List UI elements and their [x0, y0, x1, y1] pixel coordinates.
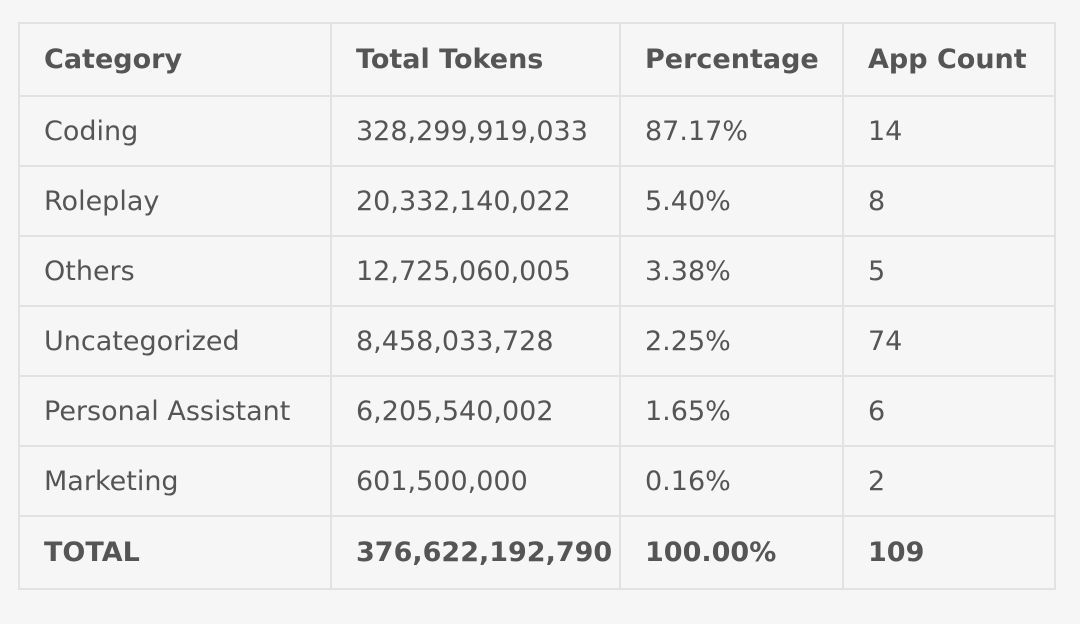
total-tokens-cell: 20,332,140,022	[330, 165, 621, 237]
app-count-cell: 74	[842, 305, 1056, 377]
total-tokens-cell: 12,725,060,005	[330, 235, 621, 307]
total-tokens-cell: 328,299,919,033	[330, 95, 621, 167]
percentage-cell: 0.16%	[619, 445, 844, 517]
header-percentage: Percentage	[619, 22, 844, 97]
category-cell: Others	[18, 235, 332, 307]
app-count-cell: 2	[842, 445, 1056, 517]
app-count-cell: 6	[842, 375, 1056, 447]
table-row: Others 12,725,060,005 3.38% 5	[18, 235, 1056, 307]
header-row: Category Total Tokens Percentage App Cou…	[18, 22, 1056, 97]
percentage-cell: 1.65%	[619, 375, 844, 447]
total-tokens-cell: 8,458,033,728	[330, 305, 621, 377]
table-row: Roleplay 20,332,140,022 5.40% 8	[18, 165, 1056, 237]
percentage-cell: 3.38%	[619, 235, 844, 307]
category-cell: Roleplay	[18, 165, 332, 237]
category-cell: Personal Assistant	[18, 375, 332, 447]
table-row: Uncategorized 8,458,033,728 2.25% 74	[18, 305, 1056, 377]
app-count-cell: 14	[842, 95, 1056, 167]
category-cell: Coding	[18, 95, 332, 167]
app-count-cell: 5	[842, 235, 1056, 307]
header-app-count: App Count	[842, 22, 1056, 97]
total-tokens-cell: 6,205,540,002	[330, 375, 621, 447]
token-usage-table: Category Total Tokens Percentage App Cou…	[18, 22, 1056, 590]
table-row: Marketing 601,500,000 0.16% 2	[18, 445, 1056, 517]
total-app-count-cell: 109	[842, 515, 1056, 590]
percentage-cell: 87.17%	[619, 95, 844, 167]
total-tokens-sum-cell: 376,622,192,790	[330, 515, 621, 590]
table-row: Coding 328,299,919,033 87.17% 14	[18, 95, 1056, 167]
category-cell: Marketing	[18, 445, 332, 517]
total-tokens-cell: 601,500,000	[330, 445, 621, 517]
percentage-cell: 2.25%	[619, 305, 844, 377]
table-row: Personal Assistant 6,205,540,002 1.65% 6	[18, 375, 1056, 447]
token-usage-table-container: Category Total Tokens Percentage App Cou…	[18, 22, 1056, 590]
total-row: TOTAL 376,622,192,790 100.00% 109	[18, 515, 1056, 590]
total-percentage-cell: 100.00%	[619, 515, 844, 590]
app-count-cell: 8	[842, 165, 1056, 237]
header-total-tokens: Total Tokens	[330, 22, 621, 97]
percentage-cell: 5.40%	[619, 165, 844, 237]
header-category: Category	[18, 22, 332, 97]
total-label-cell: TOTAL	[18, 515, 332, 590]
category-cell: Uncategorized	[18, 305, 332, 377]
